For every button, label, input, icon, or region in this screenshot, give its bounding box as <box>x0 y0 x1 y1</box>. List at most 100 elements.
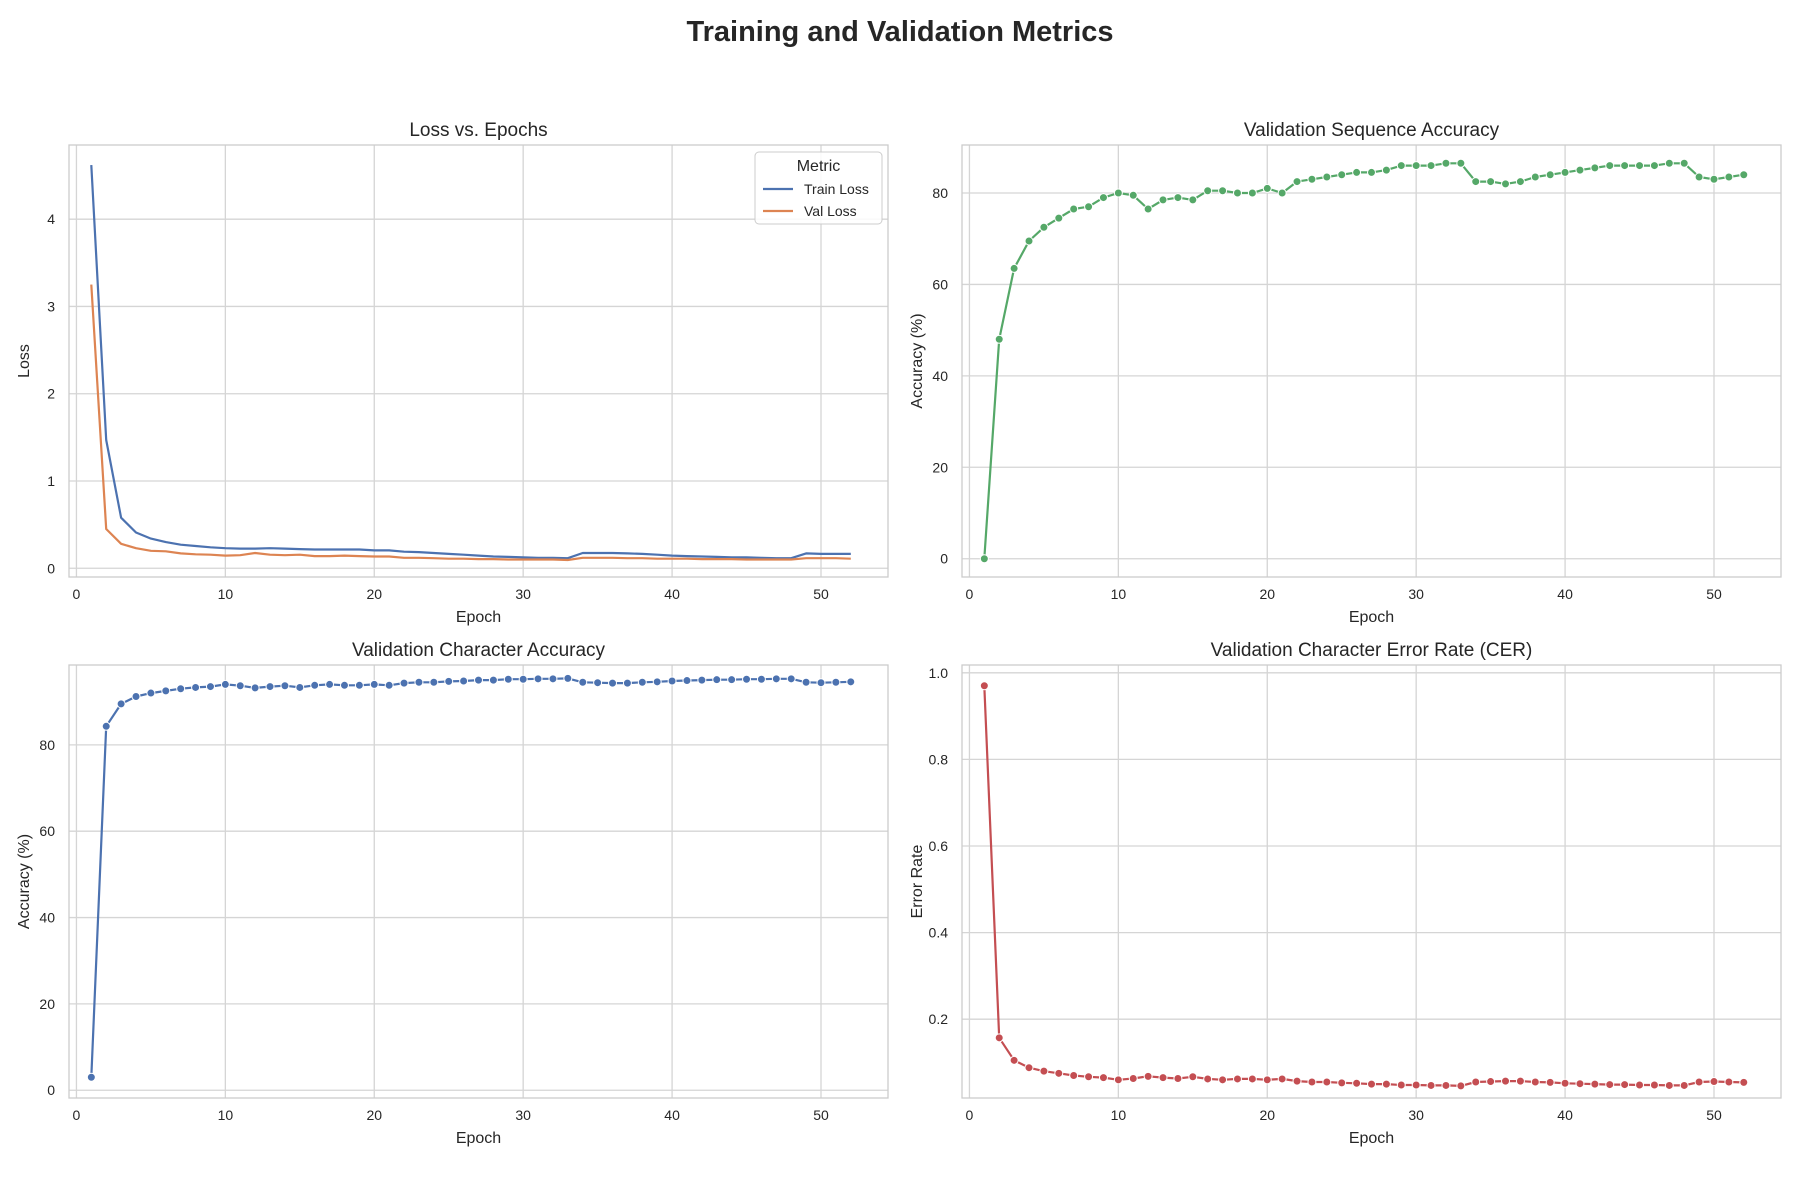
legend-entry: Val Loss <box>804 203 857 219</box>
data-point <box>1605 161 1615 171</box>
data-point <box>1307 1077 1317 1087</box>
plot-area <box>962 145 1781 577</box>
data-point <box>1679 158 1689 168</box>
chart-panel-1: 0 10 20 30 40 50 0 1 2 3 4 Loss vs. Epochs Epoch Loss… <box>16 120 889 626</box>
x-tick-label: 20 <box>366 1107 382 1123</box>
y-tick-label: 1 <box>47 473 55 489</box>
series-line-1 <box>90 165 851 560</box>
data-point <box>622 678 632 688</box>
data-point <box>1024 236 1034 246</box>
data-point <box>1322 172 1332 182</box>
data-point <box>1352 167 1362 177</box>
data-point <box>1247 188 1257 198</box>
data-point <box>1679 1080 1689 1090</box>
data-point <box>295 682 305 692</box>
data-point <box>786 674 796 684</box>
data-point <box>116 699 126 709</box>
data-point <box>1069 1070 1079 1080</box>
data-point <box>369 679 379 689</box>
data-point <box>101 721 111 731</box>
data-point <box>459 676 469 686</box>
y-tick-label: 60 <box>932 276 948 292</box>
x-tick-label: 10 <box>1111 1107 1127 1123</box>
data-point <box>1039 1066 1049 1076</box>
data-point <box>1530 172 1540 182</box>
figure-title: Training and Validation Metrics <box>686 16 1114 48</box>
series-line-1 <box>90 677 851 1078</box>
data-point <box>1575 1079 1585 1089</box>
data-point <box>1337 170 1347 180</box>
series-line-1 <box>983 685 1744 1088</box>
data-point <box>979 554 989 564</box>
data-point <box>533 674 543 684</box>
x-tick-label: 30 <box>515 586 531 602</box>
data-point <box>1486 1077 1496 1087</box>
data-point <box>1620 161 1630 171</box>
x-tick-label: 10 <box>218 586 234 602</box>
data-point <box>1501 1076 1511 1086</box>
data-point <box>1277 188 1287 198</box>
series-line-2 <box>90 284 851 562</box>
data-point <box>429 677 439 687</box>
y-tick-label: 4 <box>47 211 55 227</box>
x-tick-label: 40 <box>1557 586 1573 602</box>
data-point <box>1247 1074 1257 1084</box>
data-point <box>265 682 275 692</box>
data-point <box>1113 188 1123 198</box>
data-point <box>339 680 349 690</box>
data-point <box>1128 1074 1138 1084</box>
y-tick-label: 40 <box>39 910 55 926</box>
data-point <box>1426 1080 1436 1090</box>
x-tick-label: 30 <box>515 1107 531 1123</box>
data-point <box>1054 213 1064 223</box>
x-tick-label: 30 <box>1408 1107 1424 1123</box>
data-point <box>1456 158 1466 168</box>
data-point <box>563 673 573 683</box>
data-point <box>1396 1080 1406 1090</box>
data-point <box>1709 1077 1719 1087</box>
data-point <box>1113 1075 1123 1085</box>
data-point <box>1337 1078 1347 1088</box>
x-tick-label: 0 <box>73 1107 81 1123</box>
x-tick-label: 0 <box>73 586 81 602</box>
data-point <box>1590 1079 1600 1089</box>
plot-frame <box>68 664 889 1099</box>
data-point <box>1039 222 1049 232</box>
data-point <box>86 1072 96 1082</box>
data-point <box>146 688 156 698</box>
data-point <box>593 678 603 688</box>
data-point <box>1128 190 1138 200</box>
data-point <box>1739 1077 1749 1087</box>
x-axis-label: Epoch <box>456 1130 501 1147</box>
data-point <box>1411 1080 1421 1090</box>
data-point <box>994 334 1004 344</box>
x-tick-label: 50 <box>813 1107 829 1123</box>
data-point <box>1545 170 1555 180</box>
data-point <box>1471 177 1481 187</box>
data-point <box>756 674 766 684</box>
data-point <box>1530 1077 1540 1087</box>
x-axis-label: Epoch <box>1349 1130 1394 1147</box>
plot-frame <box>961 664 1782 1099</box>
data-point <box>399 678 409 688</box>
y-tick-label: 20 <box>39 996 55 1012</box>
data-point <box>220 679 230 689</box>
data-point <box>1739 170 1749 180</box>
data-point <box>250 683 260 693</box>
legend-title: Metric <box>797 158 841 175</box>
plot-area <box>962 665 1781 1098</box>
data-point <box>1098 1073 1108 1083</box>
data-point <box>503 674 513 684</box>
data-point <box>1203 186 1213 196</box>
data-point <box>1694 1077 1704 1087</box>
y-tick-label: 0.2 <box>929 1011 949 1027</box>
data-point <box>697 675 707 685</box>
legend-box <box>754 151 883 225</box>
data-point <box>979 681 989 691</box>
y-tick-label: 40 <box>932 368 948 384</box>
data-point <box>474 675 483 685</box>
data-point <box>1605 1080 1615 1090</box>
data-point <box>816 678 826 688</box>
